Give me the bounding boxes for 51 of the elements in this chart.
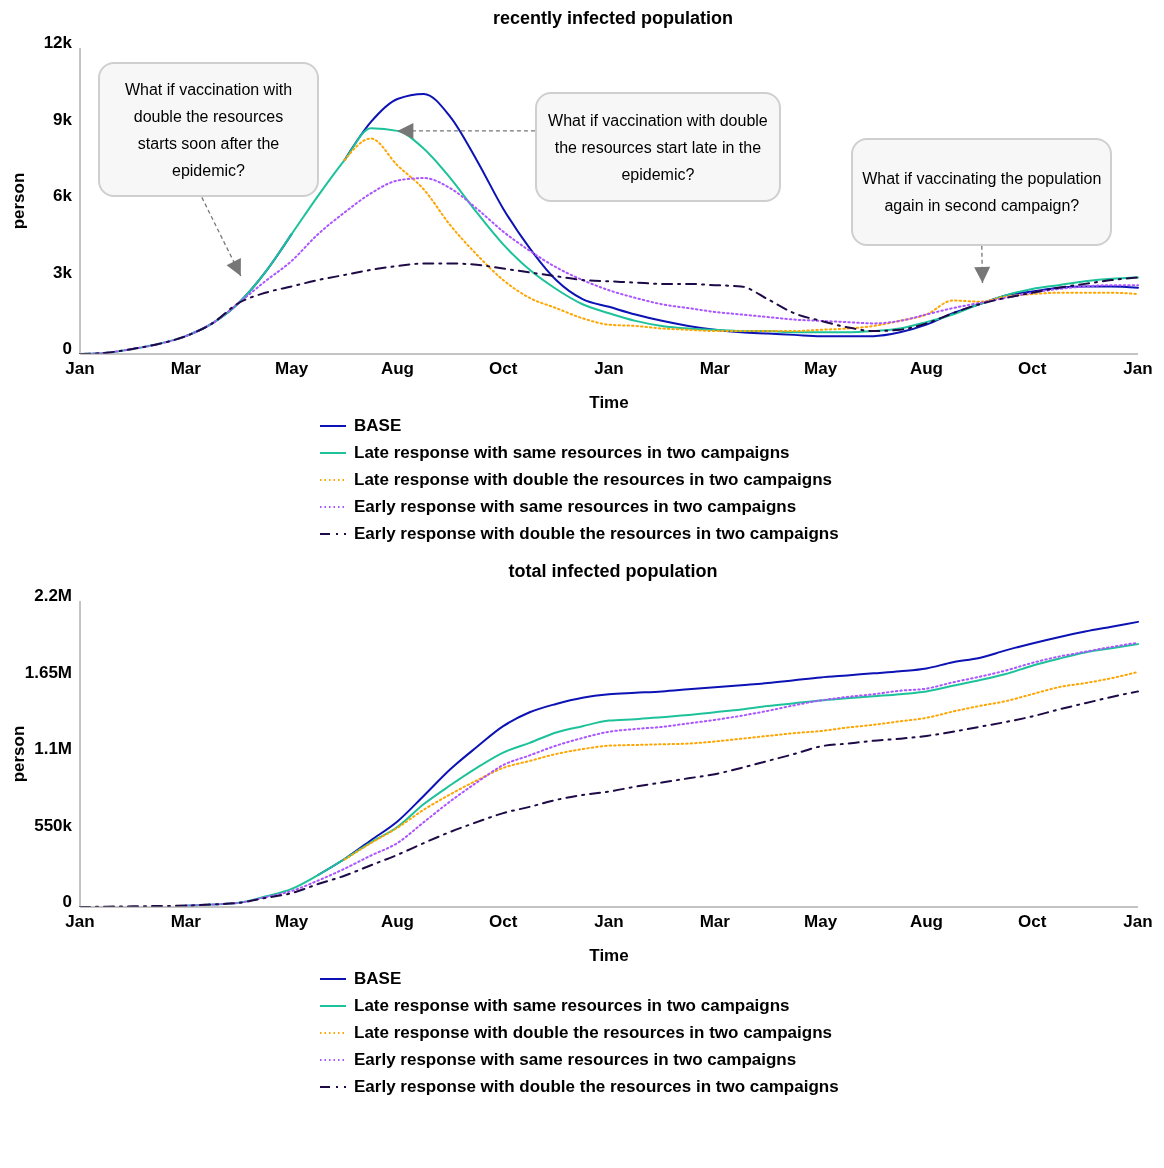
callout-box: What if vaccination with double the resources starts soon after the epidemic? xyxy=(98,62,319,198)
x-tick-label: Oct xyxy=(489,912,518,932)
y-axis-title: person xyxy=(9,725,29,783)
y-tick-label: 2.2M xyxy=(34,586,72,606)
x-tick-label: Jan xyxy=(1123,912,1153,932)
x-tick-label: Oct xyxy=(1018,359,1047,379)
chart-title: total infected population xyxy=(507,561,719,583)
x-tick-label: May xyxy=(804,359,838,379)
x-tick-label: Aug xyxy=(380,359,414,379)
x-tick-label: Mar xyxy=(699,359,731,379)
x-tick-label: Mar xyxy=(170,912,202,932)
x-tick-label: Aug xyxy=(380,912,414,932)
legend-label: Late response with same resources in two campaigns xyxy=(354,442,790,463)
legend-label: BASE xyxy=(354,968,402,989)
y-axis-title: person xyxy=(9,172,29,230)
y-tick-label: 3k xyxy=(53,262,73,282)
legend-label: Early response with same resources in two campaigns xyxy=(354,1049,797,1070)
x-tick-label: May xyxy=(804,912,838,932)
x-tick-label: May xyxy=(275,359,309,379)
legend-label: Late response with double the resources in two campaigns xyxy=(354,1022,832,1043)
legend-label: Early response with double the resources in two campaigns xyxy=(354,523,839,544)
callout-box: What if vaccinating the population again in second campaign? xyxy=(851,137,1113,246)
y-tick-label: 550k xyxy=(34,815,73,835)
x-tick-label: Mar xyxy=(170,359,202,379)
y-tick-label: 12k xyxy=(43,33,73,53)
x-axis-title: Time xyxy=(589,393,629,412)
y-tick-label: 1.1M xyxy=(34,739,72,759)
x-tick-label: Jan xyxy=(1123,359,1153,379)
x-tick-label: Oct xyxy=(489,359,518,379)
legend-label: Late response with double the resources in two campaigns xyxy=(354,469,832,490)
y-tick-label: 9k xyxy=(53,109,73,129)
chart-title: recently infected population xyxy=(492,8,734,30)
x-tick-label: Jan xyxy=(65,359,95,379)
x-axis-title: Time xyxy=(589,946,629,965)
legend-label: Early response with double the resources in two campaigns xyxy=(354,1076,839,1097)
y-tick-label: 1.65M xyxy=(24,662,72,682)
x-tick-label: Aug xyxy=(909,912,943,932)
legend-label: Early response with same resources in two campaigns xyxy=(354,496,797,517)
callout-box: What if vaccination with double the resources start late in the epidemic? xyxy=(534,92,781,203)
x-tick-label: May xyxy=(275,912,309,932)
legend-label: BASE xyxy=(354,415,402,436)
y-tick-label: 6k xyxy=(53,186,73,206)
legend-label: Late response with same resources in two campaigns xyxy=(354,995,790,1016)
x-tick-label: Oct xyxy=(1018,912,1047,932)
y-tick-label: 0 xyxy=(62,892,72,912)
x-tick-label: Jan xyxy=(594,912,624,932)
x-tick-label: Jan xyxy=(594,359,624,379)
x-tick-label: Aug xyxy=(909,359,943,379)
x-tick-label: Jan xyxy=(65,912,95,932)
x-tick-label: Mar xyxy=(699,912,731,932)
y-tick-label: 0 xyxy=(62,339,72,359)
